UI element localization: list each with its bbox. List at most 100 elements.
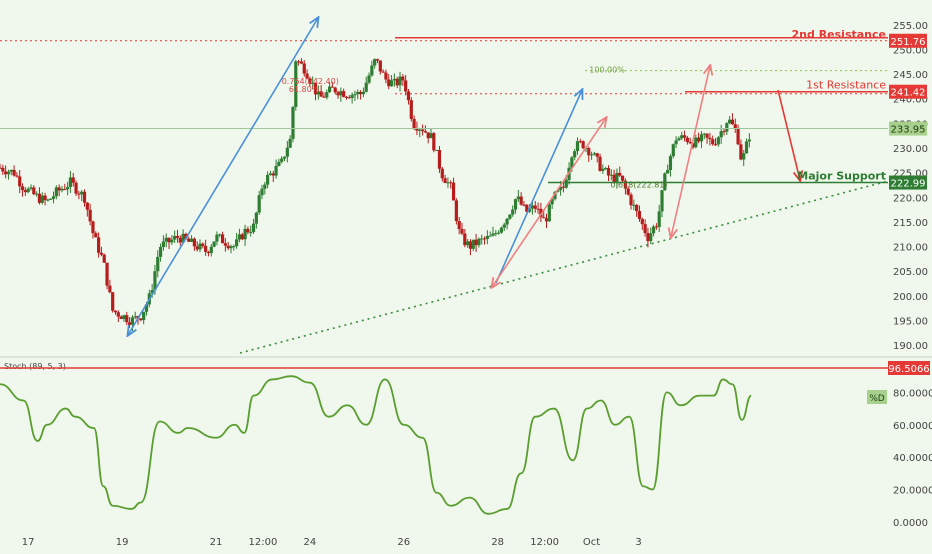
candle-body [364,82,368,92]
candle-body [15,175,19,177]
candle-body [133,316,137,318]
candle-body [575,141,580,152]
candle-body [733,124,737,129]
candle-body [426,132,430,139]
candle-body [685,137,689,143]
candle-body [282,156,287,159]
candle-body [561,186,566,188]
candle-body [595,153,599,157]
candle-body [443,178,447,183]
candle-body [643,224,647,234]
candle-body [60,188,64,191]
candle-body [646,233,650,242]
candle-body [347,97,351,99]
candle-body [702,133,706,135]
candle-body [319,91,323,97]
candle-body [99,252,104,255]
candle-body [339,91,343,96]
candle-body [468,241,473,249]
candle-body [471,239,475,249]
candle-body [251,223,256,233]
candle-body [488,235,492,237]
candle-body [418,129,422,131]
price-axis-tick-label: 210.00 [893,243,928,254]
candle-body [460,228,464,234]
candle-body [0,167,2,169]
candle-body [12,169,16,176]
candle-body [536,208,540,210]
candle-body [82,191,87,203]
candle-body [195,246,199,250]
stoch-series-badge: %D [869,394,885,404]
candle-body [412,118,416,129]
candle-body [708,137,712,140]
candle-body [446,182,450,184]
candle-body [263,184,267,189]
candle-body [378,60,382,72]
candle-body [620,175,625,181]
candle-body [530,205,535,209]
candle-body [409,100,413,119]
projection-arrow-pink-1 [492,118,606,287]
candle-body [46,199,50,201]
candle-body [401,76,405,81]
candle-body [404,80,408,92]
candle-body [29,187,33,189]
candle-body [739,144,743,160]
candle-body [542,217,546,219]
candle-body [395,78,399,86]
stoch-axis-tick-label: 80.0000 [893,388,932,399]
candle-body [564,179,568,188]
candle-body [516,196,520,200]
candle-body [677,138,681,141]
candle-body [285,147,289,157]
candle-body [671,144,675,157]
candle-body [578,141,582,143]
fib-level-label: 0.764(242.40) [282,77,339,86]
ascending-trendline [239,180,889,354]
candle-body [18,176,22,187]
candle-body [466,241,470,246]
candle-body [108,285,112,293]
candle-body [660,190,664,212]
candle-body [682,135,687,138]
candle-body [615,172,619,182]
candle-body [375,59,380,61]
major-support-price-badge-box [889,175,927,190]
candle-body [4,171,8,175]
candle-body [333,87,337,93]
candle-body [204,245,208,252]
candle-body [49,198,53,200]
candle-body [415,128,419,131]
candle-body [170,239,174,243]
candle-body [499,227,504,233]
candle-body [384,72,388,80]
candle-body [249,232,253,234]
candle-body [125,315,129,323]
candle-body [598,156,602,171]
candle-body [373,59,377,66]
candle-body [482,238,487,240]
candle-body [367,75,371,83]
candle-body [497,232,501,234]
candle-body [243,228,247,240]
candle-body [235,239,239,247]
candle-body [604,168,608,170]
candle-body [215,234,219,242]
candle-body [232,246,236,248]
candle-body [178,237,182,243]
price-axis-tick-label: 200.00 [893,292,928,303]
candle-body [63,188,67,190]
candle-body [342,91,346,97]
candle-body [406,91,411,101]
stoch-reference-badge-box [888,361,930,375]
candle-body [435,149,439,151]
candle-body [508,214,512,219]
candle-body [649,233,653,242]
candle-body [356,91,360,95]
candle-body [280,158,284,162]
candle-body [260,188,264,196]
candle-body [37,193,42,203]
candle-body [688,142,692,144]
projection-arrow-pink-2 [671,66,710,237]
